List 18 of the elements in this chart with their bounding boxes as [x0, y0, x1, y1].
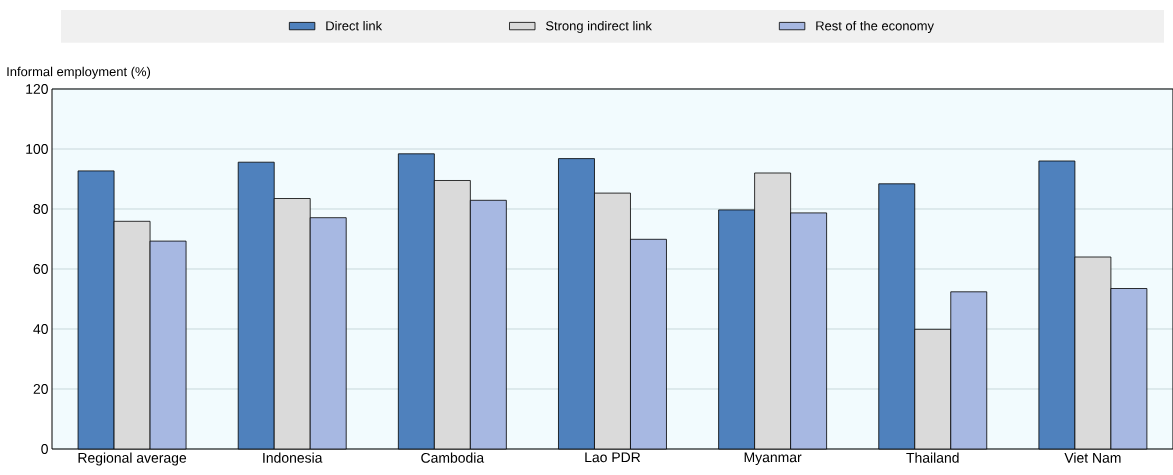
- x-tick-label: Lao PDR: [585, 452, 641, 463]
- x-tick-label: Cambodia: [421, 452, 485, 463]
- y-tick-label: 80: [33, 204, 48, 214]
- y-tick-label: 100: [26, 144, 48, 154]
- y-tick-label: 120: [26, 84, 48, 94]
- y-tick-label: 40: [33, 324, 48, 334]
- x-tick-label: Thailand: [906, 452, 959, 463]
- y-tick-label: 0: [41, 444, 48, 454]
- legend-label: Direct link: [326, 20, 383, 31]
- x-tick-label: Viet Nam: [1064, 452, 1121, 463]
- x-tick-label: Regional average: [78, 452, 187, 466]
- legend-label: Rest of the economy: [816, 20, 934, 33]
- y-tick-label: 60: [33, 264, 48, 274]
- y-tick-label: 20: [33, 384, 48, 394]
- legend-label: Strong indirect link: [545, 20, 652, 33]
- y-axis-title: Informal employment (%): [7, 66, 151, 79]
- x-tick-label: Myanmar: [744, 452, 802, 466]
- x-tick-label: Indonesia: [263, 452, 323, 463]
